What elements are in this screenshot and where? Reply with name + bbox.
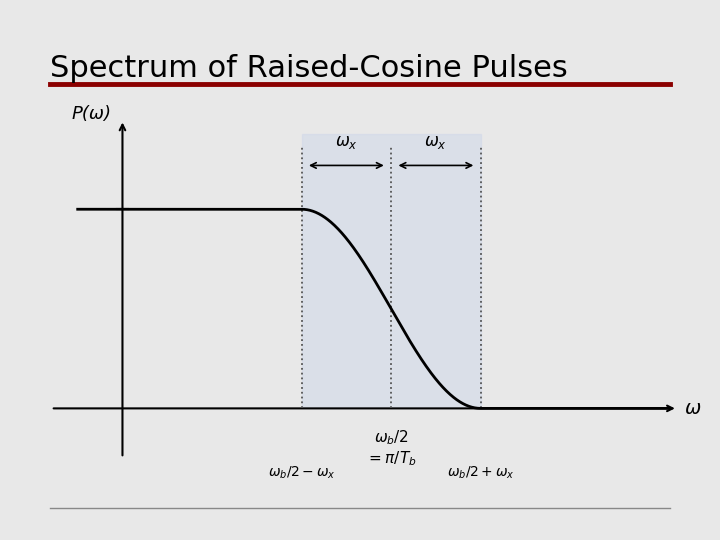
Text: $\omega_x$: $\omega_x$ xyxy=(335,133,358,152)
Text: $\omega_x$: $\omega_x$ xyxy=(425,133,447,152)
Text: $\omega_b/2 + \omega_x$: $\omega_b/2 + \omega_x$ xyxy=(447,464,515,481)
Text: P(ω): P(ω) xyxy=(72,105,112,123)
Text: $\omega_b/2$
$=\pi/T_b$: $\omega_b/2$ $=\pi/T_b$ xyxy=(366,428,416,469)
Text: $\omega_b/2 - \omega_x$: $\omega_b/2 - \omega_x$ xyxy=(268,464,336,481)
Text: Spectrum of Raised-Cosine Pulses: Spectrum of Raised-Cosine Pulses xyxy=(50,54,568,83)
Polygon shape xyxy=(302,133,481,408)
Text: ω: ω xyxy=(685,399,701,418)
